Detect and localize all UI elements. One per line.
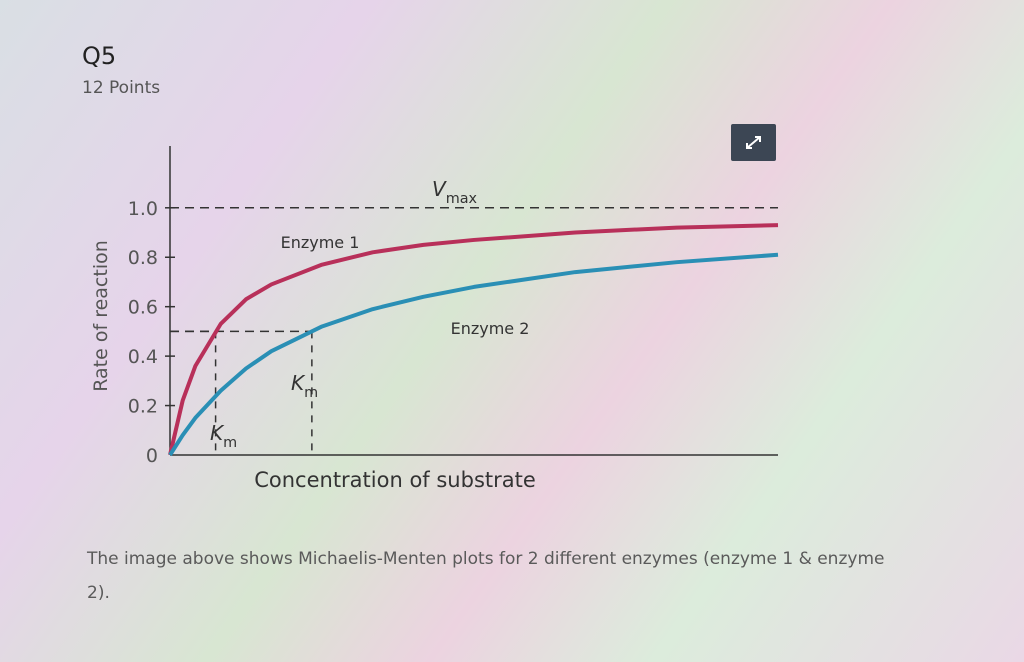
x-axis-label: Concentration of substrate (254, 468, 536, 492)
description: The image above shows Michaelis-Menten p… (87, 549, 885, 603)
km-label-main: K (210, 421, 225, 445)
vmax-label-main: V (432, 177, 447, 201)
y-tick-label: 0.4 (128, 346, 158, 368)
y-tick-label: 0.6 (128, 297, 158, 319)
km-label-sub: m (304, 385, 318, 401)
question-title: Q5 (82, 42, 117, 70)
y-tick-label: 0 (146, 445, 158, 467)
expand-icon (746, 136, 761, 149)
y-tick-label: 0.8 (128, 247, 158, 269)
curve (168, 252, 779, 457)
km-label-sub: m (223, 435, 237, 451)
y-axis-label: Rate of reaction (90, 240, 112, 392)
series-label: Enzyme 1 (281, 233, 360, 252)
expand-button[interactable] (731, 124, 776, 161)
km-label-main: K (291, 371, 306, 395)
y-tick-label: 1.0 (128, 198, 158, 220)
series-label: Enzyme 2 (451, 319, 530, 338)
vmax-label: Vmax (432, 177, 478, 207)
curve (168, 223, 779, 456)
question-points: 12 Points (82, 78, 161, 98)
chart: 0 0.2 0.4 0.6 0.8 1.0 Rate of reaction Concentr… (90, 146, 779, 492)
km-label: Km (210, 421, 237, 451)
y-tick-label: 0.2 (128, 396, 158, 418)
km-label: Km (291, 371, 318, 401)
vmax-label-sub: max (446, 191, 478, 207)
